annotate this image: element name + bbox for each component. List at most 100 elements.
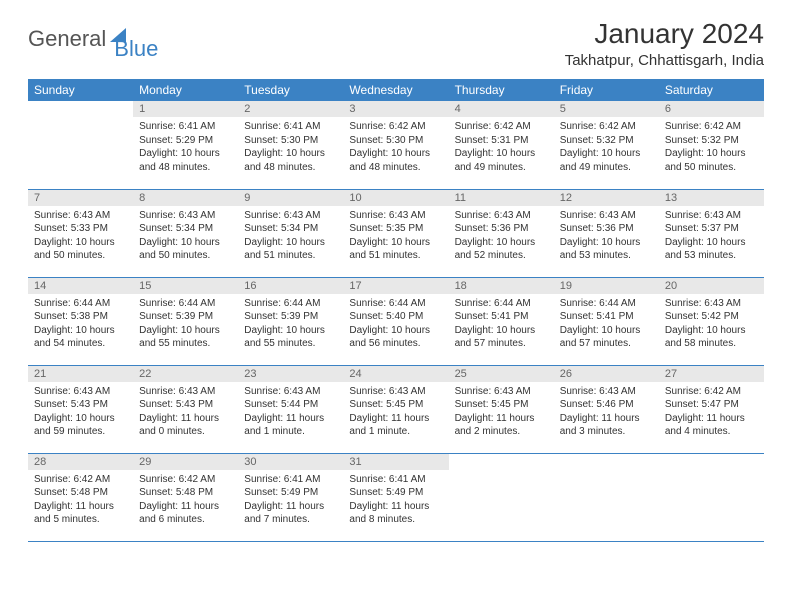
sunrise-line: Sunrise: 6:43 AM [139, 209, 232, 223]
daylight-line: Daylight: 10 hours and 48 minutes. [139, 147, 232, 174]
sunset-line: Sunset: 5:43 PM [139, 398, 232, 412]
calendar-cell: 31Sunrise: 6:41 AMSunset: 5:49 PMDayligh… [343, 453, 448, 541]
calendar-cell: 4Sunrise: 6:42 AMSunset: 5:31 PMDaylight… [449, 101, 554, 189]
sunset-line: Sunset: 5:37 PM [665, 222, 758, 236]
day-number: 24 [343, 366, 448, 382]
sunrise-line: Sunrise: 6:43 AM [665, 297, 758, 311]
calendar-cell: 30Sunrise: 6:41 AMSunset: 5:49 PMDayligh… [238, 453, 343, 541]
cell-body: Sunrise: 6:43 AMSunset: 5:36 PMDaylight:… [449, 206, 554, 267]
daylight-line: Daylight: 10 hours and 52 minutes. [455, 236, 548, 263]
cell-body: Sunrise: 6:44 AMSunset: 5:41 PMDaylight:… [554, 294, 659, 355]
day-number: 12 [554, 190, 659, 206]
daylight-line: Daylight: 10 hours and 50 minutes. [139, 236, 232, 263]
calendar-cell: 1Sunrise: 6:41 AMSunset: 5:29 PMDaylight… [133, 101, 238, 189]
daylight-line: Daylight: 10 hours and 50 minutes. [665, 147, 758, 174]
sunrise-line: Sunrise: 6:43 AM [244, 385, 337, 399]
daylight-line: Daylight: 11 hours and 8 minutes. [349, 500, 442, 527]
sunset-line: Sunset: 5:48 PM [139, 486, 232, 500]
cell-body: Sunrise: 6:43 AMSunset: 5:33 PMDaylight:… [28, 206, 133, 267]
daylight-line: Daylight: 10 hours and 58 minutes. [665, 324, 758, 351]
header: General Blue January 2024 Takhatpur, Chh… [0, 0, 792, 73]
sunrise-line: Sunrise: 6:42 AM [349, 120, 442, 134]
sunrise-line: Sunrise: 6:43 AM [455, 209, 548, 223]
cell-body: Sunrise: 6:41 AMSunset: 5:30 PMDaylight:… [238, 117, 343, 178]
weekday-header: Monday [133, 79, 238, 101]
cell-body: Sunrise: 6:42 AMSunset: 5:48 PMDaylight:… [133, 470, 238, 531]
day-number: 7 [28, 190, 133, 206]
weekday-header-row: SundayMondayTuesdayWednesdayThursdayFrid… [28, 79, 764, 101]
day-number: 27 [659, 366, 764, 382]
daylight-line: Daylight: 10 hours and 57 minutes. [455, 324, 548, 351]
day-number: 28 [28, 454, 133, 470]
daylight-line: Daylight: 10 hours and 49 minutes. [455, 147, 548, 174]
daylight-line: Daylight: 10 hours and 55 minutes. [244, 324, 337, 351]
day-number: 26 [554, 366, 659, 382]
daylight-line: Daylight: 10 hours and 48 minutes. [349, 147, 442, 174]
daylight-line: Daylight: 11 hours and 3 minutes. [560, 412, 653, 439]
title-block: January 2024 Takhatpur, Chhattisgarh, In… [565, 18, 764, 69]
day-number: 3 [343, 101, 448, 117]
daylight-line: Daylight: 10 hours and 51 minutes. [349, 236, 442, 263]
sunrise-line: Sunrise: 6:43 AM [560, 209, 653, 223]
calendar-cell: 15Sunrise: 6:44 AMSunset: 5:39 PMDayligh… [133, 277, 238, 365]
sunset-line: Sunset: 5:34 PM [139, 222, 232, 236]
page-title: January 2024 [565, 18, 764, 50]
logo-text-2: Blue [114, 36, 158, 62]
calendar-cell: 12Sunrise: 6:43 AMSunset: 5:36 PMDayligh… [554, 189, 659, 277]
weekday-header: Sunday [28, 79, 133, 101]
calendar-row: 7Sunrise: 6:43 AMSunset: 5:33 PMDaylight… [28, 189, 764, 277]
sunrise-line: Sunrise: 6:43 AM [349, 385, 442, 399]
sunrise-line: Sunrise: 6:41 AM [349, 473, 442, 487]
sunrise-line: Sunrise: 6:41 AM [244, 120, 337, 134]
day-number: 9 [238, 190, 343, 206]
weekday-header: Saturday [659, 79, 764, 101]
calendar-cell: 25Sunrise: 6:43 AMSunset: 5:45 PMDayligh… [449, 365, 554, 453]
cell-body: Sunrise: 6:43 AMSunset: 5:44 PMDaylight:… [238, 382, 343, 443]
sunrise-line: Sunrise: 6:43 AM [349, 209, 442, 223]
cell-body: Sunrise: 6:43 AMSunset: 5:45 PMDaylight:… [343, 382, 448, 443]
calendar-cell [554, 453, 659, 541]
calendar-cell: 16Sunrise: 6:44 AMSunset: 5:39 PMDayligh… [238, 277, 343, 365]
day-number: 14 [28, 278, 133, 294]
sunrise-line: Sunrise: 6:41 AM [244, 473, 337, 487]
sunrise-line: Sunrise: 6:41 AM [139, 120, 232, 134]
calendar-cell: 8Sunrise: 6:43 AMSunset: 5:34 PMDaylight… [133, 189, 238, 277]
cell-body: Sunrise: 6:43 AMSunset: 5:35 PMDaylight:… [343, 206, 448, 267]
sunset-line: Sunset: 5:41 PM [455, 310, 548, 324]
calendar-cell [449, 453, 554, 541]
sunrise-line: Sunrise: 6:44 AM [349, 297, 442, 311]
calendar-cell: 21Sunrise: 6:43 AMSunset: 5:43 PMDayligh… [28, 365, 133, 453]
daylight-line: Daylight: 10 hours and 59 minutes. [34, 412, 127, 439]
calendar-row: 14Sunrise: 6:44 AMSunset: 5:38 PMDayligh… [28, 277, 764, 365]
cell-body: Sunrise: 6:43 AMSunset: 5:43 PMDaylight:… [133, 382, 238, 443]
calendar-cell: 6Sunrise: 6:42 AMSunset: 5:32 PMDaylight… [659, 101, 764, 189]
calendar-cell: 27Sunrise: 6:42 AMSunset: 5:47 PMDayligh… [659, 365, 764, 453]
calendar-cell: 23Sunrise: 6:43 AMSunset: 5:44 PMDayligh… [238, 365, 343, 453]
sunrise-line: Sunrise: 6:44 AM [139, 297, 232, 311]
sunrise-line: Sunrise: 6:42 AM [34, 473, 127, 487]
day-number: 23 [238, 366, 343, 382]
calendar-cell [659, 453, 764, 541]
sunset-line: Sunset: 5:39 PM [139, 310, 232, 324]
calendar-body: 1Sunrise: 6:41 AMSunset: 5:29 PMDaylight… [28, 101, 764, 541]
day-number: 17 [343, 278, 448, 294]
logo-text-1: General [28, 26, 106, 52]
sunset-line: Sunset: 5:45 PM [349, 398, 442, 412]
day-number: 19 [554, 278, 659, 294]
calendar-cell: 22Sunrise: 6:43 AMSunset: 5:43 PMDayligh… [133, 365, 238, 453]
sunset-line: Sunset: 5:45 PM [455, 398, 548, 412]
cell-body: Sunrise: 6:42 AMSunset: 5:32 PMDaylight:… [659, 117, 764, 178]
day-number: 6 [659, 101, 764, 117]
day-number: 25 [449, 366, 554, 382]
weekday-header: Tuesday [238, 79, 343, 101]
cell-body: Sunrise: 6:42 AMSunset: 5:32 PMDaylight:… [554, 117, 659, 178]
cell-body: Sunrise: 6:43 AMSunset: 5:36 PMDaylight:… [554, 206, 659, 267]
location-text: Takhatpur, Chhattisgarh, India [565, 52, 764, 69]
day-number: 15 [133, 278, 238, 294]
sunset-line: Sunset: 5:39 PM [244, 310, 337, 324]
daylight-line: Daylight: 11 hours and 6 minutes. [139, 500, 232, 527]
day-number: 30 [238, 454, 343, 470]
cell-body: Sunrise: 6:44 AMSunset: 5:40 PMDaylight:… [343, 294, 448, 355]
cell-body: Sunrise: 6:41 AMSunset: 5:49 PMDaylight:… [238, 470, 343, 531]
daylight-line: Daylight: 10 hours and 57 minutes. [560, 324, 653, 351]
